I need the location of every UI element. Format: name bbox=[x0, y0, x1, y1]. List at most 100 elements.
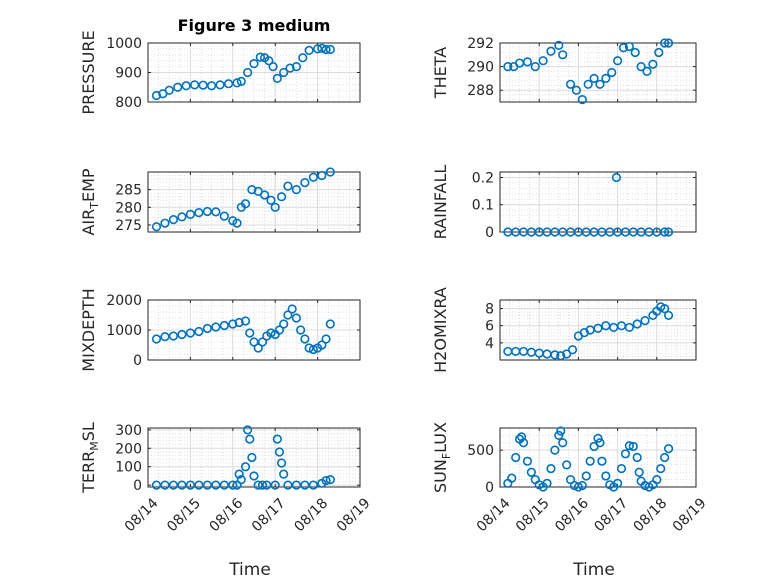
data-point bbox=[317, 43, 327, 53]
data-point bbox=[546, 46, 556, 56]
data-point bbox=[185, 480, 195, 490]
data-point bbox=[228, 480, 238, 490]
data-point bbox=[268, 61, 278, 72]
data-point bbox=[634, 467, 644, 477]
data-point bbox=[660, 38, 670, 48]
data-point bbox=[632, 319, 642, 329]
data-point bbox=[249, 59, 259, 69]
data-point bbox=[272, 434, 282, 444]
data-point bbox=[283, 480, 293, 490]
data-point bbox=[308, 480, 318, 490]
data-point bbox=[660, 227, 670, 237]
ytick-label: 0.1 bbox=[472, 198, 494, 214]
data-point bbox=[526, 467, 536, 477]
data-point bbox=[291, 313, 302, 323]
ytick-label: 300 bbox=[115, 423, 142, 439]
data-point bbox=[240, 462, 251, 472]
ytick-label: 0 bbox=[133, 353, 142, 369]
ytick-label: 900 bbox=[115, 66, 142, 82]
data-point bbox=[518, 438, 529, 448]
data-point bbox=[234, 317, 244, 328]
data-point bbox=[264, 56, 274, 66]
axes-box bbox=[147, 171, 361, 233]
ytick-label: 275 bbox=[115, 218, 142, 234]
data-point bbox=[632, 452, 642, 463]
ytick-label: 0 bbox=[485, 480, 494, 496]
axes-background bbox=[500, 43, 696, 102]
xlabel: Time bbox=[228, 560, 271, 580]
data-point bbox=[554, 40, 564, 50]
data-point bbox=[612, 56, 623, 66]
data-point bbox=[274, 325, 285, 335]
data-point bbox=[198, 80, 208, 90]
data-point bbox=[223, 79, 234, 89]
data-point bbox=[279, 319, 289, 329]
data-point bbox=[663, 227, 674, 237]
ytick-label: 292 bbox=[467, 36, 494, 52]
data-point bbox=[249, 337, 259, 347]
data-point bbox=[325, 44, 335, 55]
data-point bbox=[234, 469, 244, 479]
data-point bbox=[291, 185, 302, 195]
data-point bbox=[620, 449, 631, 459]
data-point bbox=[202, 480, 212, 490]
data-point bbox=[595, 438, 605, 448]
data-point bbox=[612, 478, 623, 488]
data-point bbox=[255, 52, 265, 62]
data-point bbox=[656, 463, 666, 474]
data-point bbox=[151, 222, 162, 232]
ytick-label: 500 bbox=[467, 443, 494, 459]
data-point bbox=[577, 480, 587, 491]
data-point bbox=[300, 177, 310, 188]
ytick-label: 285 bbox=[115, 183, 142, 199]
data-point bbox=[243, 425, 253, 435]
data-point bbox=[211, 207, 221, 217]
data-point bbox=[640, 315, 650, 326]
data-point bbox=[151, 480, 162, 490]
data-point bbox=[558, 50, 568, 60]
panel-rainfall: 0 0.1 0.2 RAINFALL bbox=[431, 165, 697, 241]
data-point bbox=[276, 192, 287, 202]
data-point bbox=[321, 334, 331, 344]
data-point bbox=[595, 79, 605, 89]
data-point bbox=[194, 480, 204, 490]
data-point bbox=[556, 351, 566, 361]
data-point bbox=[624, 441, 634, 451]
data-point bbox=[219, 320, 229, 331]
data-point bbox=[236, 475, 246, 485]
data-point bbox=[194, 326, 204, 337]
data-point bbox=[285, 63, 295, 73]
data-point bbox=[151, 334, 162, 344]
ylabel: SUNFLUX bbox=[431, 422, 453, 493]
data-point bbox=[663, 38, 674, 48]
data-point bbox=[211, 480, 221, 490]
ytick-label: 1000 bbox=[106, 36, 142, 52]
data-point bbox=[202, 323, 212, 334]
data-point bbox=[601, 73, 611, 83]
data-point bbox=[236, 76, 246, 86]
panel-theta: 288 290 292 THETA bbox=[431, 36, 697, 105]
data-point bbox=[211, 322, 221, 332]
panel-mixdepth: 0 1000 2000 MIXDEPTH bbox=[79, 288, 361, 372]
data-point bbox=[304, 45, 314, 55]
data-point bbox=[636, 61, 646, 72]
data-point bbox=[283, 310, 293, 320]
data-point bbox=[160, 218, 170, 228]
data-point bbox=[583, 79, 593, 89]
data-point bbox=[168, 331, 179, 341]
data-point bbox=[581, 471, 591, 481]
axes-box bbox=[499, 299, 697, 361]
ytick-label: 0 bbox=[133, 478, 142, 494]
data-point bbox=[272, 73, 282, 83]
data-point bbox=[253, 343, 263, 353]
data-point bbox=[168, 215, 179, 225]
data-point bbox=[313, 44, 323, 54]
data-point bbox=[538, 56, 548, 66]
data-point bbox=[589, 73, 599, 83]
data-point bbox=[562, 349, 572, 359]
data-point bbox=[516, 432, 527, 442]
axes-title: Figure 3 medium bbox=[178, 16, 331, 35]
data-point bbox=[245, 328, 255, 338]
